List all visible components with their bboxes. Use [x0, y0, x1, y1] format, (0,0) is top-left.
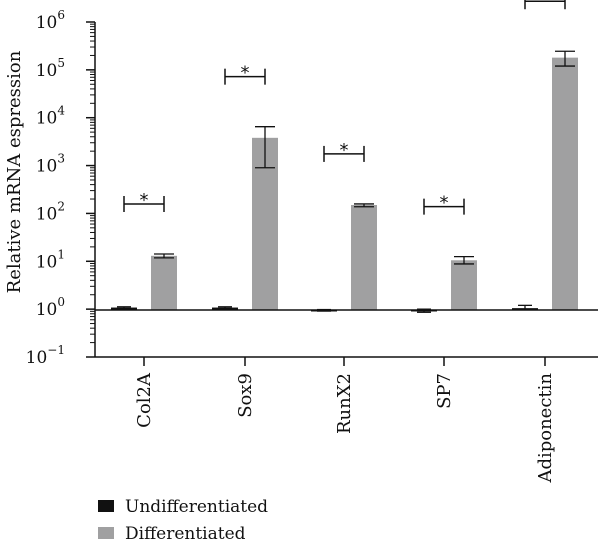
y-tick-label: 100 — [36, 295, 65, 320]
significance-star: * — [340, 140, 349, 161]
category-label-runx2: RunX2 — [334, 373, 355, 434]
category-label-col2a: Col2A — [134, 372, 155, 428]
category-labels: Col2A Sox9 RunX2 SP7 Adiponectin — [134, 372, 556, 484]
y-tick-label: 105 — [36, 56, 65, 81]
legend-label-undifferentiated: Undifferentiated — [125, 497, 268, 517]
legend: Undifferentiated Differentiated — [98, 497, 268, 544]
category-label-adiponectin: Adiponectin — [535, 373, 556, 484]
significance-brackets: * * * * * — [123, 0, 566, 215]
y-tick-label: 10−1 — [26, 343, 65, 368]
significance-bracket: * — [423, 193, 465, 215]
category-label-sp7: SP7 — [434, 373, 455, 409]
significance-star: * — [541, 0, 550, 8]
axes — [94, 22, 598, 366]
legend-swatch-differentiated — [98, 527, 114, 539]
significance-bracket: * — [323, 140, 365, 162]
bar-differentiated-runx2 — [351, 205, 377, 310]
bar-differentiated-adiponectin — [552, 57, 578, 310]
significance-bracket: * — [524, 0, 566, 10]
category-label-sox9: Sox9 — [235, 373, 256, 418]
significance-star: * — [241, 63, 250, 84]
significance-bracket: * — [123, 190, 165, 212]
y-tick-label: 106 — [36, 8, 65, 33]
significance-star: * — [140, 190, 149, 211]
legend-label-differentiated: Differentiated — [125, 524, 246, 544]
bar-differentiated-col2a — [151, 255, 177, 310]
significance-star: * — [440, 193, 449, 214]
y-axis-ticks: 10−1 100 101 102 103 104 105 106 — [26, 8, 95, 368]
significance-bracket: * — [224, 63, 266, 85]
y-axis-label: Relative mRNA espression — [4, 50, 25, 293]
legend-swatch-undifferentiated — [98, 500, 114, 512]
y-tick-label: 102 — [36, 199, 65, 224]
y-tick-label: 104 — [36, 104, 66, 129]
bars — [111, 57, 578, 312]
bar-differentiated-sp7 — [451, 260, 477, 310]
y-tick-label: 103 — [36, 152, 65, 177]
error-bars — [117, 50, 575, 313]
y-tick-label: 101 — [36, 247, 65, 272]
